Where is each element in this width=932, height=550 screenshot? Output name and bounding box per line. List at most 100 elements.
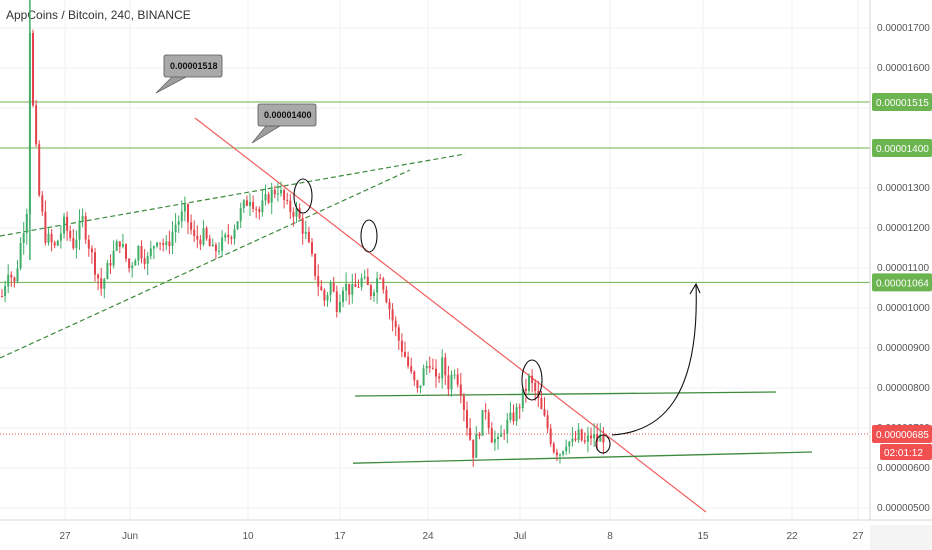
candle-body: [435, 368, 437, 377]
candle-body: [180, 211, 183, 222]
candle-body: [552, 443, 555, 453]
candle-body: [422, 368, 425, 386]
candle-body: [301, 218, 304, 234]
candle-body: [503, 433, 506, 435]
horizontal-levels: [0, 101, 870, 435]
candle-body: [106, 262, 109, 280]
candle-body: [546, 415, 549, 429]
candle-body: [41, 195, 44, 212]
candle-body: [602, 434, 605, 443]
candle-body: [323, 290, 326, 301]
candle-body: [500, 433, 503, 437]
y-tick-label: 0.00001700: [877, 23, 930, 34]
candle-body: [366, 276, 369, 286]
candle-body: [32, 32, 34, 106]
candle-body: [208, 238, 211, 247]
candle-body: [453, 374, 456, 376]
candle-body: [134, 260, 137, 266]
candle-body: [221, 237, 224, 251]
candle-body: [258, 209, 261, 213]
chart-title: AppCoins / Bitcoin, 240, BINANCE: [6, 8, 191, 22]
candle-body: [509, 412, 512, 420]
y-tick-label: 0.00001000: [877, 303, 930, 314]
candle-body: [56, 240, 59, 246]
candle-body: [472, 439, 475, 458]
y-tick-label: 0.00000800: [877, 383, 930, 394]
callout-box: [257, 103, 317, 127]
grid: [0, 0, 870, 520]
y-tick-label: 0.00000600: [877, 463, 930, 474]
candle-body: [22, 233, 25, 244]
candle-body: [593, 433, 596, 439]
trendlines: [0, 117, 813, 513]
candle-body: [512, 412, 515, 422]
hand-drawings: [293, 178, 701, 454]
candle-body: [1, 296, 3, 297]
candle-body: [599, 434, 602, 442]
candle-body: [252, 201, 255, 209]
candle-body: [441, 357, 444, 379]
candle-body: [109, 262, 112, 266]
y-tick-label: 0.00001300: [877, 183, 930, 194]
candle-body: [112, 250, 115, 266]
current-price-label: 0.00000685: [876, 430, 929, 441]
candle-body: [416, 380, 419, 388]
x-tick-label: 22: [786, 531, 798, 542]
candle-body: [211, 244, 214, 247]
candle-body: [295, 208, 298, 217]
candle-body: [298, 208, 301, 219]
candle-body: [280, 190, 282, 194]
callout-box: [163, 54, 223, 78]
price-callouts: 0.00001518 0.00001400: [155, 54, 317, 144]
candle-body: [233, 229, 236, 239]
drawn-circle-1: [293, 178, 313, 214]
level-price-tag: [872, 93, 932, 111]
candle-body: [94, 252, 96, 275]
candle-body: [382, 278, 385, 290]
candle-body: [230, 237, 233, 239]
candle-body: [571, 438, 574, 442]
candle-body: [338, 301, 341, 312]
candle-body: [171, 232, 174, 247]
candle-body: [410, 366, 413, 372]
candle-body: [394, 320, 397, 328]
candle-body: [187, 204, 189, 223]
candle-body: [304, 231, 307, 234]
candle-body: [218, 250, 220, 252]
candle-body: [531, 375, 534, 383]
candle-body: [590, 435, 592, 439]
candle-body: [261, 200, 264, 213]
candle-body: [400, 340, 403, 352]
candle-body: [103, 279, 106, 289]
wedge-upper-trendline: [0, 153, 466, 237]
candle-body: [66, 216, 69, 231]
candle-body: [521, 388, 524, 409]
candle-body: [121, 244, 124, 247]
candle-body: [190, 222, 193, 230]
candle-body: [565, 446, 568, 452]
candle-body: [447, 375, 450, 390]
candle-body: [425, 366, 428, 369]
candle-body: [214, 244, 217, 252]
candle-body: [10, 274, 13, 278]
candle-body: [38, 144, 41, 196]
candle-body: [515, 407, 518, 422]
candle-body: [35, 105, 38, 145]
countdown-label: 02:01:12: [884, 448, 923, 459]
candle-body: [586, 435, 589, 442]
candle-body: [360, 277, 363, 288]
candle-body: [59, 233, 62, 241]
y-tick-label: 0.00000900: [877, 343, 930, 354]
candle-body: [497, 436, 499, 439]
candle-body: [78, 220, 81, 240]
candle-body: [475, 434, 478, 458]
candle-body: [484, 410, 487, 413]
candle-body: [75, 239, 78, 249]
candle-body: [174, 224, 177, 233]
projection-arrowhead: [689, 282, 701, 295]
candle-body: [69, 230, 72, 239]
drawn-circle-3: [521, 359, 543, 401]
candle-body: [19, 243, 22, 269]
x-tick-label: 24: [422, 531, 434, 542]
